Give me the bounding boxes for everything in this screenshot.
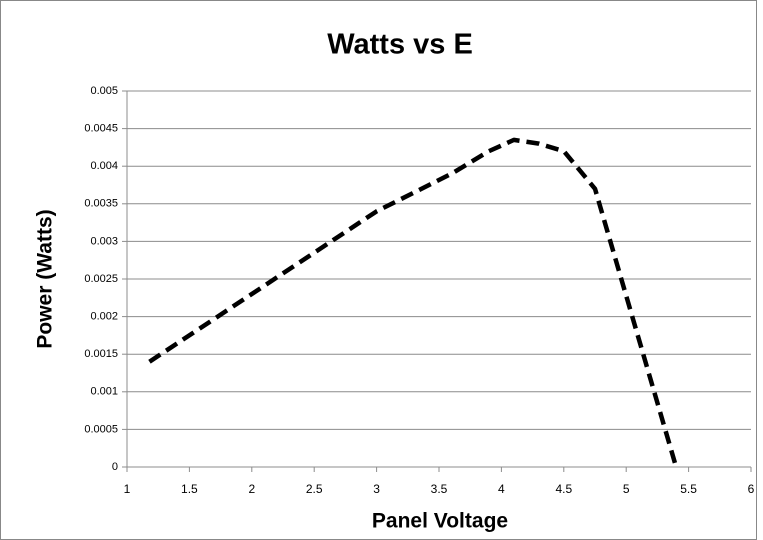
x-tick-label: 5: [623, 482, 630, 496]
x-tick-label: 6: [748, 482, 755, 496]
y-axis-label: Power (Watts): [34, 209, 57, 348]
y-tick-label: 0.004: [90, 160, 118, 172]
y-tick-label: 0.005: [90, 85, 118, 97]
chart-title: Watts vs E: [327, 29, 473, 61]
x-tick-label: 3: [373, 482, 380, 496]
y-tick-label: 0: [112, 461, 118, 473]
y-tick-label: 0.0005: [84, 423, 118, 435]
y-tick-label: 0.002: [90, 311, 118, 323]
x-tick-label: 4.5: [555, 482, 572, 496]
x-tick-label: 2.5: [306, 482, 323, 496]
x-tick-label: 5.5: [680, 482, 697, 496]
x-tick-label: 3.5: [431, 482, 448, 496]
x-tick-label: 2: [248, 482, 255, 496]
x-axis-label: Panel Voltage: [372, 510, 508, 533]
y-tick-label: 0.0035: [84, 198, 118, 210]
data-line: [148, 137, 679, 468]
x-tick-label: 1: [124, 482, 131, 496]
y-tick-label: 0.0025: [84, 273, 118, 285]
y-tick-label: 0.003: [90, 235, 118, 247]
x-tick-label: 1.5: [181, 482, 198, 496]
y-tick-label: 0.0045: [84, 123, 118, 135]
x-tick-label: 4: [498, 482, 505, 496]
y-tick-label: 0.0015: [84, 348, 118, 360]
y-tick-label: 0.001: [90, 386, 118, 398]
